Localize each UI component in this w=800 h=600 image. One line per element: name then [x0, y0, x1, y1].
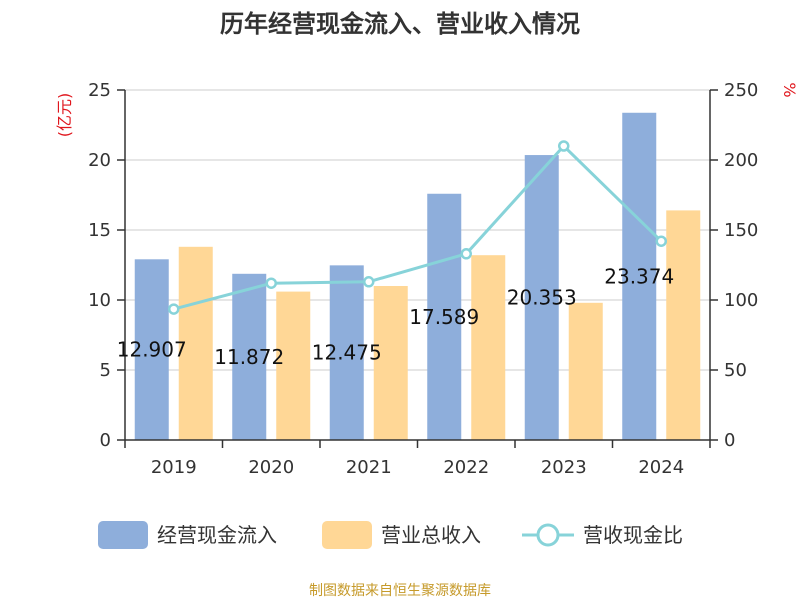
x-tick-label: 2024 — [638, 457, 684, 478]
bar-revenue — [666, 210, 701, 440]
data-label-cash-inflow: 20.353 — [507, 286, 577, 310]
x-tick-label: 2019 — [151, 457, 197, 478]
bar-cash-inflow — [134, 259, 169, 440]
ratio-line-path — [173, 143, 663, 311]
ratio-point — [460, 248, 472, 260]
legend-label-ratio: 营收现金比 — [583, 523, 683, 547]
bar-cash-inflow — [622, 112, 657, 440]
y-right-unit: % — [780, 82, 799, 97]
bar-cash-inflow — [427, 193, 462, 440]
y-left-tick-label: 15 — [88, 220, 111, 241]
ratio-point — [558, 140, 570, 152]
y-left-tick-label: 5 — [100, 360, 111, 381]
legend: 经营现金流入 营业总收入 营收现金比 — [98, 521, 683, 549]
data-label-cash-inflow: 11.872 — [214, 345, 284, 369]
x-tick-label: 2023 — [541, 457, 587, 478]
y-right-tick-label: 250 — [724, 80, 758, 101]
x-tick-label: 2021 — [346, 457, 392, 478]
bar-cash-inflow — [329, 265, 364, 440]
y-right-tick-label: 100 — [724, 290, 758, 311]
grid — [125, 89, 710, 371]
ratio-line — [168, 140, 667, 315]
ratio-point — [363, 276, 375, 288]
y-left-tick-label: 20 — [88, 150, 111, 171]
ratio-point — [655, 235, 667, 247]
bar-cash-inflow — [232, 273, 267, 440]
data-label-cash-inflow: 12.907 — [117, 338, 187, 362]
chart-title: 历年经营现金流入、营业收入情况 — [220, 10, 580, 38]
bar-revenue — [276, 291, 311, 440]
y-left-tick-label: 25 — [88, 80, 111, 101]
y-right-tick-label: 200 — [724, 150, 758, 171]
bar-revenue — [178, 246, 213, 440]
data-label-cash-inflow: 17.589 — [409, 305, 479, 329]
bar-revenue — [471, 255, 506, 440]
data-label-cash-inflow: 12.475 — [312, 341, 382, 365]
legend-label-revenue: 营业总收入 — [381, 523, 481, 547]
y-left-tick-label: 10 — [88, 290, 111, 311]
bars — [134, 112, 701, 441]
legend-swatch-cash-inflow — [98, 521, 148, 549]
legend-label-cash-inflow: 经营现金流入 — [157, 523, 277, 547]
bar-revenue — [373, 286, 408, 440]
legend-swatch-revenue — [322, 521, 372, 549]
y-left-tick-label: 0 — [100, 430, 111, 451]
y-right-tick-label: 0 — [724, 430, 735, 451]
ratio-point — [265, 277, 277, 289]
source-note: 制图数据来自恒生聚源数据库 — [309, 583, 491, 599]
data-label-cash-inflow: 23.374 — [604, 264, 674, 288]
y-left-unit: (亿元) — [55, 93, 74, 138]
x-tick-label: 2020 — [248, 457, 294, 478]
x-tick-label: 2022 — [443, 457, 489, 478]
data-labels: 12.907 11.872 12.475 17.589 20.353 23.374 — [117, 264, 674, 369]
y-right-tick-label: 150 — [724, 220, 758, 241]
bar-cash-inflow — [524, 155, 559, 441]
legend-marker-ratio — [536, 523, 560, 547]
bar-revenue — [568, 302, 603, 440]
ratio-point — [168, 303, 180, 315]
y-right-tick-label: 50 — [724, 360, 747, 381]
